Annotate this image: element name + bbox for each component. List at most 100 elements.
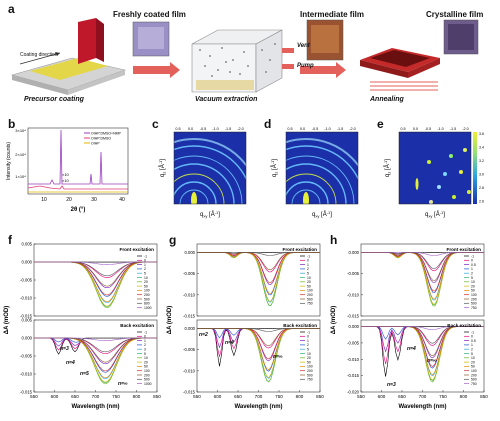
giwaxs-top-tick: 0.5 xyxy=(400,127,405,131)
giwaxs-top-tick: -1.0 xyxy=(437,127,444,131)
ta-legend-item: 750 xyxy=(307,378,313,382)
ta-legend-item: 750 xyxy=(471,306,477,310)
giwaxs-top-tick: -1.5 xyxy=(225,127,232,131)
ta-ytick: -0.005 xyxy=(347,340,360,345)
label-pump: Pump xyxy=(297,63,314,69)
ta-xlabel: Wavelength (nm) xyxy=(234,404,282,410)
annealing-hotplate xyxy=(360,48,440,90)
ta-annotation: n=4 xyxy=(407,346,416,352)
colorbar-tick: 2.6 xyxy=(479,200,484,204)
ta-xtick: 800 xyxy=(133,394,141,399)
xrd-multiplier-2: ×10 xyxy=(62,178,70,183)
ta-legend-item: 750 xyxy=(307,302,313,306)
giwaxs-qxy-label: qxy [Å-1] xyxy=(312,210,332,219)
svg-text:20: 20 xyxy=(66,197,72,203)
colorbar-tick: 3.2 xyxy=(479,159,484,163)
bragg-spot xyxy=(449,154,453,158)
label-coating-direction: Coating direction xyxy=(20,52,58,58)
ta-ytick: 0.000 xyxy=(349,250,360,255)
xrd-legend-3: OIHP xyxy=(91,141,100,145)
ta-annotation: n=∞ xyxy=(273,354,283,360)
ta-excitation-label: Back excitation xyxy=(120,323,154,328)
ta-ytick: -0.010 xyxy=(347,292,360,297)
ta-ytick: 0.000 xyxy=(349,324,360,329)
colorbar-tick: 2.8 xyxy=(479,186,484,190)
ta-ytick: -0.015 xyxy=(347,373,360,378)
svg-text:10: 10 xyxy=(41,197,47,203)
bragg-spot xyxy=(443,172,447,176)
giwaxs-background xyxy=(399,132,471,204)
giwaxs-qxy-label: qxy [Å-1] xyxy=(425,210,445,219)
ta-xtick: 600 xyxy=(214,394,222,399)
xrd-legend-1: OIHP:DMSO+NMP xyxy=(91,131,122,135)
ta-ytick: -0.015 xyxy=(347,314,360,319)
ta-excitation-label: Front excitation xyxy=(120,247,155,252)
caption-precursor-coating: Precursor coating xyxy=(24,96,84,103)
giwaxs-top-tick: -1.0 xyxy=(212,127,219,131)
ta-xtick: 650 xyxy=(71,394,79,399)
ta-annotation: n=2 xyxy=(199,332,208,338)
giwaxs-top-tick: 0.0 xyxy=(300,127,305,131)
bragg-spot xyxy=(467,190,471,194)
ta-ylabel: ΔA (mOD) xyxy=(167,306,173,334)
giwaxs-qxy-label: qxy [Å-1] xyxy=(200,210,220,219)
giwaxs-top-tick: -0.5 xyxy=(425,127,432,131)
ta-xtick: 750 xyxy=(112,394,120,399)
label-vent: Vent xyxy=(297,43,310,49)
ta-axes-bottom xyxy=(34,320,157,392)
giwaxs-top-tick: 0.0 xyxy=(413,127,418,131)
ta-xtick: 800 xyxy=(460,394,468,399)
ta-ytick: -0.010 xyxy=(183,292,196,297)
xrd-legend-2: OIHP:DMSO xyxy=(91,136,111,140)
xrd-multiplier-1: ×10 xyxy=(62,172,70,177)
giwaxs-qz-label: qz [Å-1] xyxy=(270,159,279,177)
ta-xlabel: Wavelength (nm) xyxy=(71,404,119,410)
ta-xtick: 700 xyxy=(255,394,263,399)
bragg-spot xyxy=(463,148,467,152)
process-arrow-1 xyxy=(133,62,180,78)
ta-xtick: 850 xyxy=(480,394,488,399)
giwaxs-top-tick: -2.0 xyxy=(462,127,469,131)
caption-vacuum-extraction: Vacuum extraction xyxy=(195,96,257,103)
ta-excitation-label: Back excitation xyxy=(447,323,481,328)
ta-axes-top xyxy=(197,244,320,316)
bragg-spot xyxy=(427,160,431,164)
ta-ytick: -0.005 xyxy=(183,271,196,276)
ta-xtick: 700 xyxy=(92,394,100,399)
ta-annotation: n=∞ xyxy=(427,358,437,364)
ta-xlabel: Wavelength (nm) xyxy=(398,404,446,410)
colorbar xyxy=(473,132,477,204)
ta-ytick: -0.005 xyxy=(183,347,196,352)
ta-legend-item: 1000 xyxy=(144,306,152,310)
svg-text:1×10⁴: 1×10⁴ xyxy=(15,174,26,179)
xrd-xlabel: 2θ (°) xyxy=(71,207,86,213)
ta-xtick: 650 xyxy=(234,394,242,399)
ta-ytick: 0.005 xyxy=(22,242,33,247)
ta-ytick: 0.000 xyxy=(22,336,33,341)
svg-text:30: 30 xyxy=(91,197,97,203)
bragg-spot xyxy=(437,185,441,189)
ta-xtick: 850 xyxy=(153,394,161,399)
ta-ytick: -0.010 xyxy=(347,357,360,362)
ta-annotation: n=3 xyxy=(387,382,396,388)
giwaxs-top-tick: -1.5 xyxy=(450,127,457,131)
giwaxs-qz-label: qz [Å-1] xyxy=(383,159,392,177)
colorbar-tick: 3.0 xyxy=(479,173,484,177)
ta-ylabel: ΔA (mOD) xyxy=(4,306,10,334)
colorbar-tick: 3.4 xyxy=(479,146,484,150)
giwaxs-top-tick: -0.5 xyxy=(312,127,319,131)
ta-annotation: n=5 xyxy=(80,371,89,377)
ta-ytick: -0.005 xyxy=(20,354,33,359)
ta-xtick: 550 xyxy=(357,394,365,399)
ta-annotation: n=∞ xyxy=(118,381,128,387)
ta-excitation-label: Front excitation xyxy=(283,247,318,252)
ta-ylabel: ΔA (mOD) xyxy=(331,306,337,334)
ta-axes-top xyxy=(361,244,484,316)
specular-spot xyxy=(303,192,309,208)
